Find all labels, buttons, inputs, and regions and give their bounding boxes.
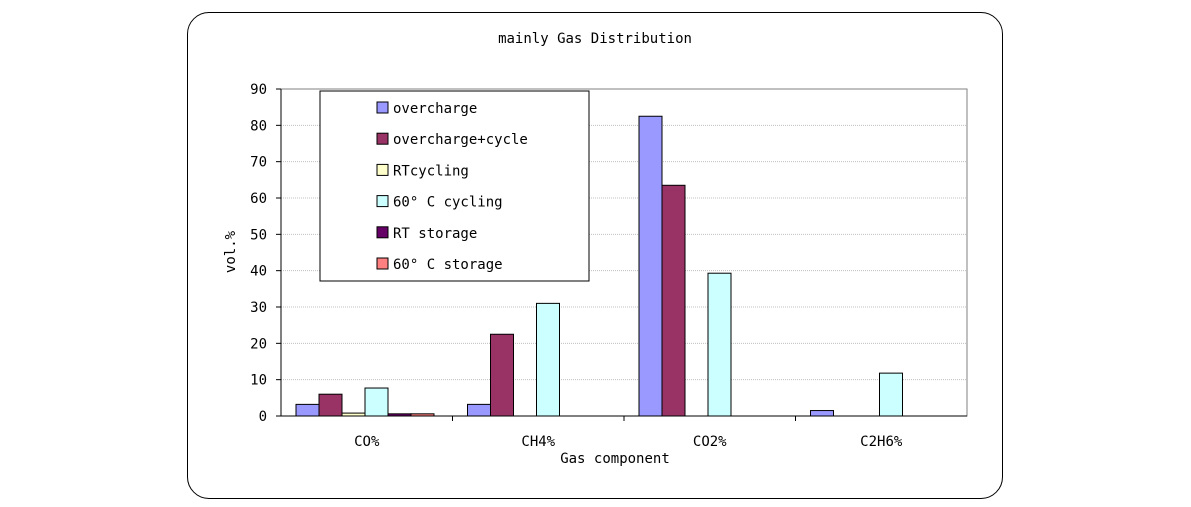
y-tick-label: 90 [250, 82, 267, 98]
legend-swatch [376, 226, 389, 239]
legend-box [319, 90, 590, 282]
y-tick-label: 80 [250, 118, 267, 134]
bar [879, 372, 903, 417]
y-tick-label: 60 [250, 191, 267, 207]
bar [638, 115, 663, 417]
y-tick-label: 50 [250, 227, 267, 243]
bar [318, 393, 343, 417]
x-tick-label: CO% [354, 434, 380, 450]
y-tick-label: 30 [250, 300, 267, 316]
legend-label: overcharge+cycle [393, 132, 528, 148]
y-tick-label: 20 [250, 336, 267, 352]
axes-group: 0 10 20 30 40 50 60 70 80 90 CO% CH4% CO2% C2H6% [250, 82, 967, 450]
legend-label: RT storage [393, 226, 477, 242]
bar [364, 387, 389, 417]
bar [810, 410, 834, 417]
y-tick-label: 70 [250, 155, 267, 171]
bar [536, 302, 560, 417]
bar [707, 272, 732, 417]
x-tick-label: CH4% [521, 434, 555, 450]
y-tick-label: 40 [250, 264, 267, 280]
x-tick-label: CO2% [693, 434, 727, 450]
legend-label: 60° C cycling [393, 195, 503, 211]
y-axis-label: vol.% [223, 230, 239, 273]
bar [661, 184, 686, 417]
legend-swatch [376, 257, 389, 270]
legend-label: 60° C storage [393, 257, 503, 273]
x-tick-label: C2H6% [860, 434, 903, 450]
bars-group [295, 115, 903, 417]
legend-swatch [376, 101, 389, 114]
x-axis-label: Gas component [560, 451, 670, 467]
legend-label: overcharge [393, 101, 477, 117]
y-tick-label: 0 [259, 409, 267, 425]
bar [490, 333, 514, 417]
legend: overcharge overcharge+cycle RTcycling 60° C… [319, 90, 590, 282]
bar [295, 403, 320, 417]
legend-swatch [376, 163, 389, 176]
bar [467, 403, 491, 417]
chart-title: mainly Gas Distribution [498, 31, 692, 47]
legend-swatch [376, 195, 389, 208]
y-tick-label: 10 [250, 373, 267, 389]
legend-swatch [376, 132, 389, 145]
legend-label: RTcycling [393, 163, 469, 179]
